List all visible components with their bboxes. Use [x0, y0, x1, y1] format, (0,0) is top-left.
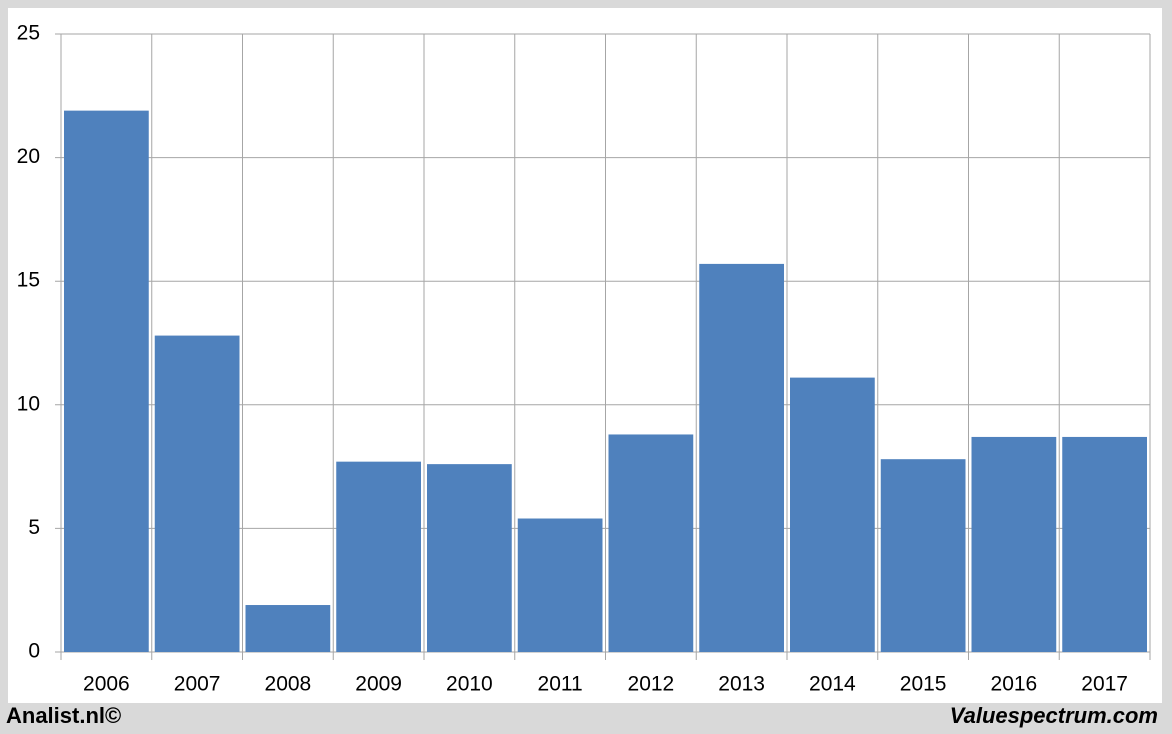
- y-tick-label: 0: [28, 640, 40, 663]
- bar: [427, 464, 512, 652]
- x-tick-label: 2013: [718, 673, 765, 696]
- x-tick-label: 2012: [628, 673, 675, 696]
- x-tick-label: 2017: [1081, 673, 1128, 696]
- bar: [245, 605, 331, 652]
- x-tick-label: 2011: [538, 673, 583, 696]
- y-tick-label: 10: [17, 392, 40, 415]
- bar: [336, 461, 421, 652]
- x-tick-label: 2015: [900, 673, 947, 696]
- x-tick-label: 2007: [174, 673, 221, 696]
- bar: [64, 110, 149, 652]
- x-tick-label: 2009: [355, 673, 402, 696]
- x-tick-label: 2006: [83, 673, 130, 696]
- bar: [880, 459, 966, 652]
- x-tick-label: 2014: [809, 673, 856, 696]
- y-tick-label: 5: [28, 516, 40, 539]
- y-tick-label: 20: [17, 145, 40, 168]
- y-tick-label: 15: [17, 269, 40, 292]
- footer-right: Valuespectrum.com: [950, 703, 1158, 728]
- bar: [699, 263, 784, 652]
- bar: [154, 335, 240, 652]
- footer-left: Analist.nl©: [6, 703, 121, 728]
- x-tick-label: 2010: [446, 673, 493, 696]
- bar: [971, 436, 1057, 652]
- x-tick-label: 2016: [991, 673, 1038, 696]
- bar: [517, 518, 603, 652]
- x-tick-label: 2008: [265, 673, 312, 696]
- y-tick-label: 25: [17, 22, 40, 45]
- bar: [608, 434, 694, 652]
- bar: [1062, 436, 1147, 652]
- bar: [790, 377, 875, 652]
